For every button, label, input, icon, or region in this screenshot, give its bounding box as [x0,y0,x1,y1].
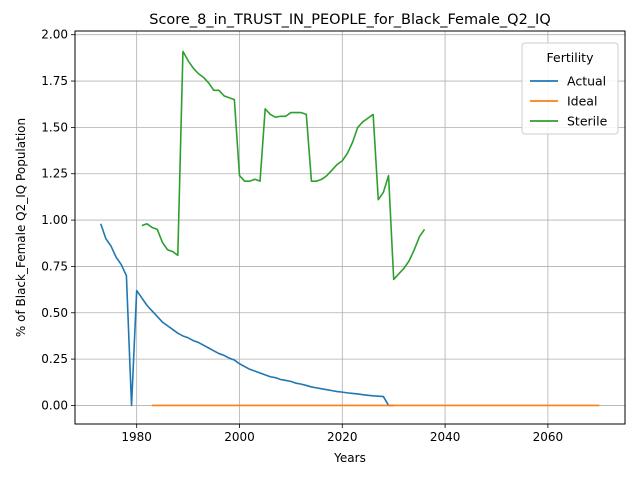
series-layer [99,50,600,407]
series-line-sterile [141,50,426,281]
legend-label-sterile: Sterile [567,114,608,129]
plot-frame [74,30,626,425]
legend-label-ideal: Ideal [567,94,597,109]
y-tick-label: 0.25 [41,352,68,366]
y-axis: 0.00 0.25 0.50 0.75 1.00 1.25 1.50 1.75 2.00 [41,28,75,412]
x-tick-label: 2060 [533,430,564,444]
legend-label-actual: Actual [567,74,606,89]
y-tick-label: 1.50 [41,120,68,134]
x-tick-label: 2020 [327,430,358,444]
y-tick-label: 0.00 [41,398,68,412]
x-tick-label: 2040 [430,430,461,444]
chart-title: Score_8_in_TRUST_IN_PEOPLE_for_Black_Fem… [149,12,551,28]
y-tick-label: 1.75 [41,74,68,88]
series-line-actual [99,223,394,407]
y-axis-label: % of Black_Female Q2_IQ Population [14,118,28,337]
legend: Fertility Actual Ideal Sterile [521,42,619,135]
x-axis: 1980 2000 2020 2040 2060 [121,424,563,444]
y-tick-label: 0.75 [41,259,68,273]
legend-box [521,42,619,135]
x-tick-label: 1980 [121,430,152,444]
y-tick-label: 1.25 [41,167,68,181]
y-tick-label: 0.50 [41,306,68,320]
grid [75,31,625,424]
y-tick-label: 1.00 [41,213,68,227]
x-tick-label: 2000 [224,430,255,444]
y-tick-label: 2.00 [41,28,68,42]
legend-title: Fertility [547,50,595,65]
x-axis-label: Years [333,451,366,465]
